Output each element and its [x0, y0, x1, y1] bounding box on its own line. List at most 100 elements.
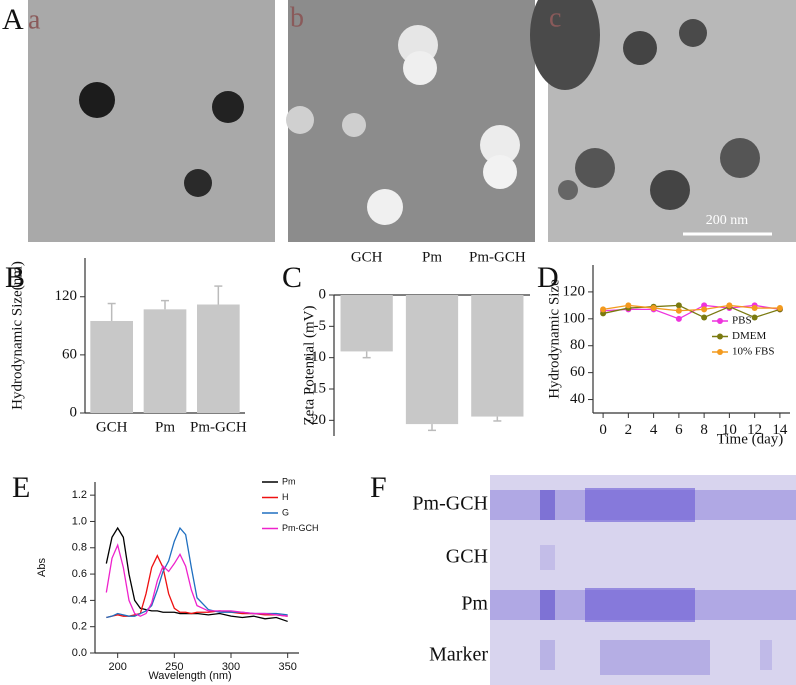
micrograph-a: [28, 0, 275, 242]
category-label: GCH: [351, 249, 383, 265]
gel-image: [490, 475, 796, 685]
particle: [483, 155, 517, 189]
tem-image: [28, 0, 275, 242]
error-bar: [107, 302, 116, 321]
y-tick-label: 0.4: [72, 594, 87, 606]
x-axis-label: Wavelength (nm): [148, 670, 231, 682]
y-tick-label: 0.6: [72, 568, 87, 580]
error-bar: [161, 299, 169, 310]
lane-label: Pm: [461, 593, 488, 615]
y-tick-label: -10: [306, 349, 326, 365]
band: [540, 490, 555, 520]
particle: [623, 31, 657, 65]
series-line: [602, 304, 781, 319]
series-line: [105, 543, 288, 617]
particle: [342, 113, 366, 137]
particle: [184, 169, 212, 197]
y-tick-label: 60: [62, 346, 77, 362]
particle: [480, 125, 520, 165]
particle: [286, 106, 314, 134]
x-tick-label: 350: [278, 661, 296, 673]
marker: [776, 305, 783, 312]
x-tick-label: 8: [700, 422, 708, 438]
micrograph-b: [286, 0, 535, 242]
y-axis-label: Abs: [36, 558, 48, 577]
particle: [212, 91, 244, 123]
category-label: Pm-GCH: [469, 249, 526, 265]
bar: [471, 295, 524, 417]
x-axis-label: Time (day): [717, 431, 784, 447]
marker: [701, 314, 708, 321]
x-tick-label: 4: [650, 422, 658, 438]
bar: [143, 309, 187, 413]
y-tick-label: 120: [55, 288, 78, 304]
y-tick-label: -5: [314, 318, 327, 334]
y-tick-label: -20: [306, 412, 326, 428]
legend-marker: [717, 349, 723, 355]
series-line: [105, 526, 288, 623]
x-tick-label: 0: [599, 422, 607, 438]
marker: [650, 305, 657, 312]
y-tick-label: 60: [570, 364, 585, 380]
bar: [405, 295, 459, 425]
marker: [701, 306, 708, 313]
error-bar: [362, 351, 371, 359]
band: [540, 640, 555, 670]
legend-label: PBS: [732, 315, 752, 327]
lane-label: GCH: [446, 546, 488, 568]
particle: [720, 138, 760, 178]
y-tick-label: 40: [570, 391, 585, 407]
marker: [751, 305, 758, 312]
error-bar: [428, 424, 436, 432]
marker: [751, 314, 758, 321]
legend-label: Pm-GCH: [282, 523, 319, 533]
category-label: Pm-GCH: [190, 419, 247, 435]
series-line: [603, 304, 780, 312]
panel-letter: A: [2, 3, 24, 36]
panel-letter: F: [370, 471, 387, 504]
band: [540, 590, 555, 620]
particle: [650, 170, 690, 210]
panel-letter: B: [5, 261, 25, 294]
y-tick-label: 0.2: [72, 621, 87, 633]
marker: [675, 307, 682, 314]
y-axis-label: Hydrodynamic Size(nm): [9, 261, 25, 410]
y-axis-label: Hydrodynamic Size: [546, 279, 562, 399]
y-tick-label: 0.0: [72, 647, 87, 659]
panel-letter: C: [282, 261, 302, 294]
y-tick-label: 1.2: [72, 489, 87, 501]
legend-label: H: [282, 492, 289, 502]
category-label: Pm: [422, 249, 442, 265]
panel-letter: D: [537, 261, 559, 294]
legend-marker: [717, 333, 723, 340]
y-tick-label: 1.0: [72, 515, 87, 527]
particle: [403, 51, 437, 85]
legend-label: 10% FBS: [732, 346, 775, 358]
bar: [90, 320, 133, 413]
series-line: [106, 554, 288, 619]
subpanel-letter: a: [28, 4, 41, 35]
x-tick-label: 200: [108, 661, 126, 673]
band: [585, 588, 695, 622]
particle: [79, 82, 115, 118]
x-tick-label: 250: [165, 661, 183, 673]
y-tick-label: 100: [563, 310, 586, 326]
marker: [625, 302, 632, 309]
lane-label: Marker: [429, 644, 488, 666]
bar: [197, 304, 240, 413]
band: [585, 488, 695, 522]
subpanel-letter: c: [549, 2, 561, 33]
x-tick-label: 10: [722, 422, 737, 438]
particle: [367, 189, 403, 225]
error-bar: [214, 285, 223, 305]
particle: [679, 19, 707, 47]
y-tick-label: 0.8: [72, 542, 87, 554]
x-tick-label: 14: [772, 422, 788, 438]
scale-bar-label: 200 nm: [706, 213, 749, 228]
y-tick-label: -15: [306, 380, 326, 396]
category-label: GCH: [96, 419, 128, 435]
particle: [575, 148, 615, 188]
y-tick-label: 0: [70, 404, 78, 420]
x-tick-label: 6: [675, 422, 683, 438]
